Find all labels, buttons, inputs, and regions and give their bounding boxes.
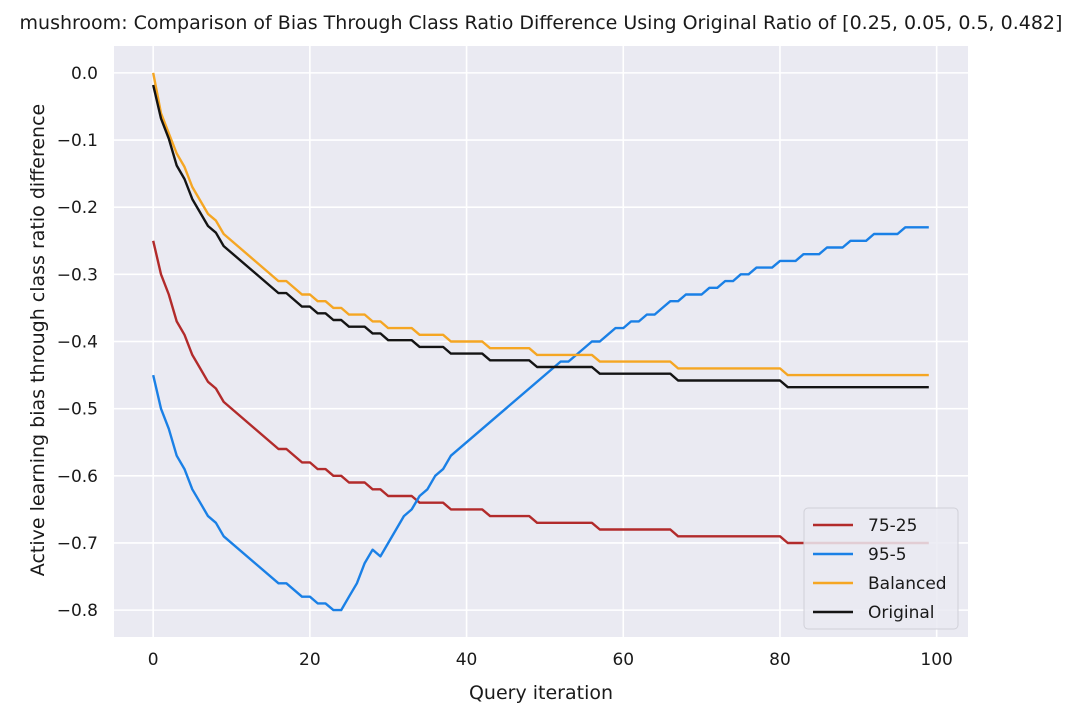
legend-label-balanced: Balanced bbox=[868, 574, 947, 594]
legend-label-95-5: 95-5 bbox=[868, 545, 907, 565]
x-tick-label: 80 bbox=[769, 650, 791, 670]
series-line-original bbox=[152, 84, 929, 389]
series-line-95-5 bbox=[152, 226, 929, 612]
x-tick-label: 60 bbox=[612, 650, 634, 670]
legend-label-75-25: 75-25 bbox=[868, 516, 917, 536]
series-line-75-25 bbox=[152, 240, 929, 545]
tick-labels: 0 20 40 60 80 100 0.0 −0.1 −0.2 −0.3 −0.4 −0.5 −0.6 −… bbox=[57, 64, 953, 670]
legend: 75-25 95-5 Balanced Original bbox=[803, 507, 959, 630]
y-tick-label: −0.4 bbox=[57, 333, 98, 353]
y-tick-label: −0.1 bbox=[57, 131, 98, 151]
y-tick-label: −0.8 bbox=[57, 601, 98, 621]
series-line-balanced bbox=[152, 72, 929, 377]
x-tick-label: 40 bbox=[456, 650, 478, 670]
legend-label-original: Original bbox=[868, 603, 935, 623]
x-axis-label: Query iteration bbox=[469, 682, 613, 704]
x-tick-label: 20 bbox=[299, 650, 321, 670]
x-tick-label: 100 bbox=[920, 650, 952, 670]
y-tick-label: −0.6 bbox=[57, 467, 98, 487]
y-tick-label: −0.5 bbox=[57, 400, 98, 420]
y-tick-label: −0.7 bbox=[57, 534, 98, 554]
x-tick-label: 0 bbox=[148, 650, 159, 670]
series-lines bbox=[152, 72, 929, 612]
legend-box bbox=[803, 507, 959, 630]
chart-title: mushroom: Comparison of Bias Through Cla… bbox=[20, 12, 1063, 34]
y-tick-label: 0.0 bbox=[71, 64, 98, 84]
y-axis-label: Active learning bias through class ratio… bbox=[27, 104, 49, 576]
gridlines bbox=[114, 46, 968, 637]
y-tick-label: −0.2 bbox=[57, 198, 98, 218]
y-tick-label: −0.3 bbox=[57, 265, 98, 285]
